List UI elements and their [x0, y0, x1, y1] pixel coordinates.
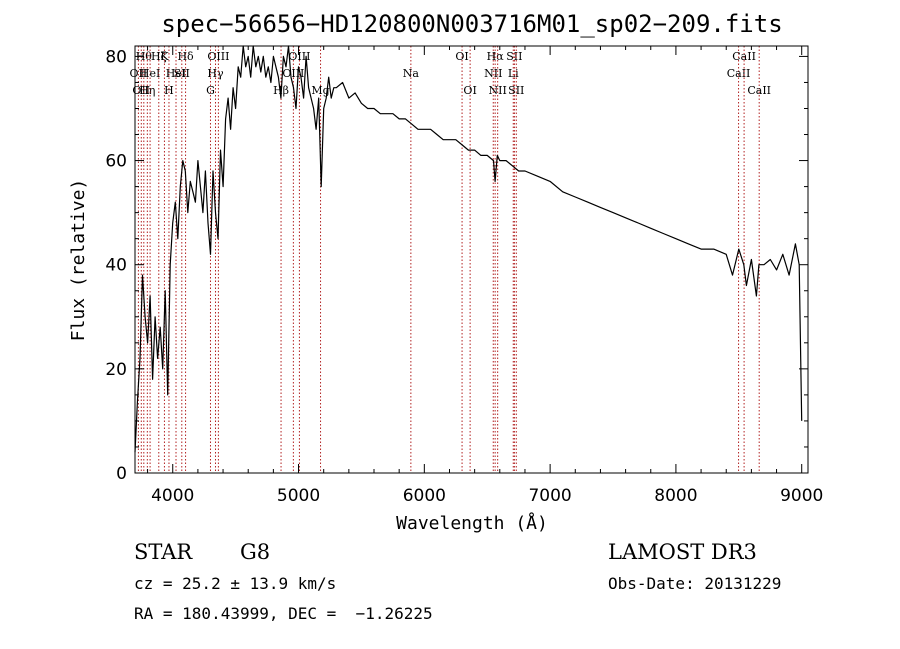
x-axis: 4000 5000 6000 7000 8000 9000: [147, 46, 823, 506]
redshift-value: cz = 25.2 ± 13.9 km/s: [134, 574, 337, 593]
y-tick-label-4: 80: [105, 47, 127, 67]
x-tick-label-2: 6000: [403, 486, 446, 506]
line-label-5: Hζ: [151, 50, 167, 63]
survey-name: LAMOST DR3: [608, 540, 757, 564]
line-label-9: SII: [174, 67, 190, 80]
plot-frame: [134, 45, 809, 474]
flux-series-group: [134, 45, 803, 453]
line-label-28: CaII: [732, 50, 756, 63]
object-class: STAR: [134, 540, 193, 564]
line-label-25: SII: [506, 50, 522, 63]
line-label-12: Hγ: [207, 67, 224, 80]
y-tick-label-2: 40: [105, 256, 127, 276]
line-label-29: CaII: [747, 84, 771, 97]
y-tick-label-3: 60: [105, 152, 127, 172]
line-label-24: Li: [508, 67, 519, 80]
y-tick-label-1: 20: [105, 360, 127, 380]
object-subclass: G8: [240, 540, 271, 564]
line-label-18: Na: [403, 67, 420, 80]
line-label-26: SII: [508, 84, 524, 97]
line-label-0: OII: [130, 67, 148, 80]
line-label-3: Hη: [139, 84, 155, 97]
line-label-27: CaII: [727, 67, 751, 80]
line-label-20: OI: [463, 84, 476, 97]
x-tick-label-1: 5000: [277, 486, 320, 506]
x-axis-label: Wavelength (Å): [396, 512, 548, 534]
line-label-1: OII: [132, 84, 150, 97]
y-axis: 0 20 40 60 80: [105, 47, 808, 484]
x-tick-label-3: 7000: [528, 486, 571, 506]
line-label-17: Mg: [311, 84, 329, 97]
x-tick-label-5: 9000: [780, 486, 823, 506]
line-label-19: OI: [455, 50, 468, 63]
chart-title: spec−56656−HD120800N003716M01_sp02−209.f…: [161, 10, 782, 38]
line-label-6: K: [160, 50, 169, 63]
spectral-line-markers: OIIOIIHθHηHeIHζKHHeISIIHδGHγOIIIHβOIIIOI…: [130, 46, 771, 473]
line-label-11: G: [206, 84, 215, 97]
x-tick-label-4: 8000: [654, 486, 697, 506]
line-label-13: OIII: [207, 50, 229, 63]
line-label-22: Hα: [487, 50, 505, 63]
line-label-16: OIII: [288, 50, 310, 63]
x-tick-label-0: 4000: [151, 486, 194, 506]
line-label-21: NII: [484, 67, 502, 80]
flux-series-line-0: [134, 45, 803, 453]
observation-date: Obs-Date: 20131229: [608, 574, 782, 593]
line-label-10: Hδ: [177, 50, 194, 63]
line-label-8: HeI: [166, 67, 186, 80]
line-label-23: NII: [489, 84, 507, 97]
line-label-4: HeI: [140, 67, 160, 80]
y-axis-label: Flux (relative): [68, 179, 89, 342]
coordinates: RA = 180.43999, DEC = −1.26225: [134, 604, 433, 623]
y-tick-label-0: 0: [116, 464, 127, 484]
line-label-7: H: [164, 84, 174, 97]
